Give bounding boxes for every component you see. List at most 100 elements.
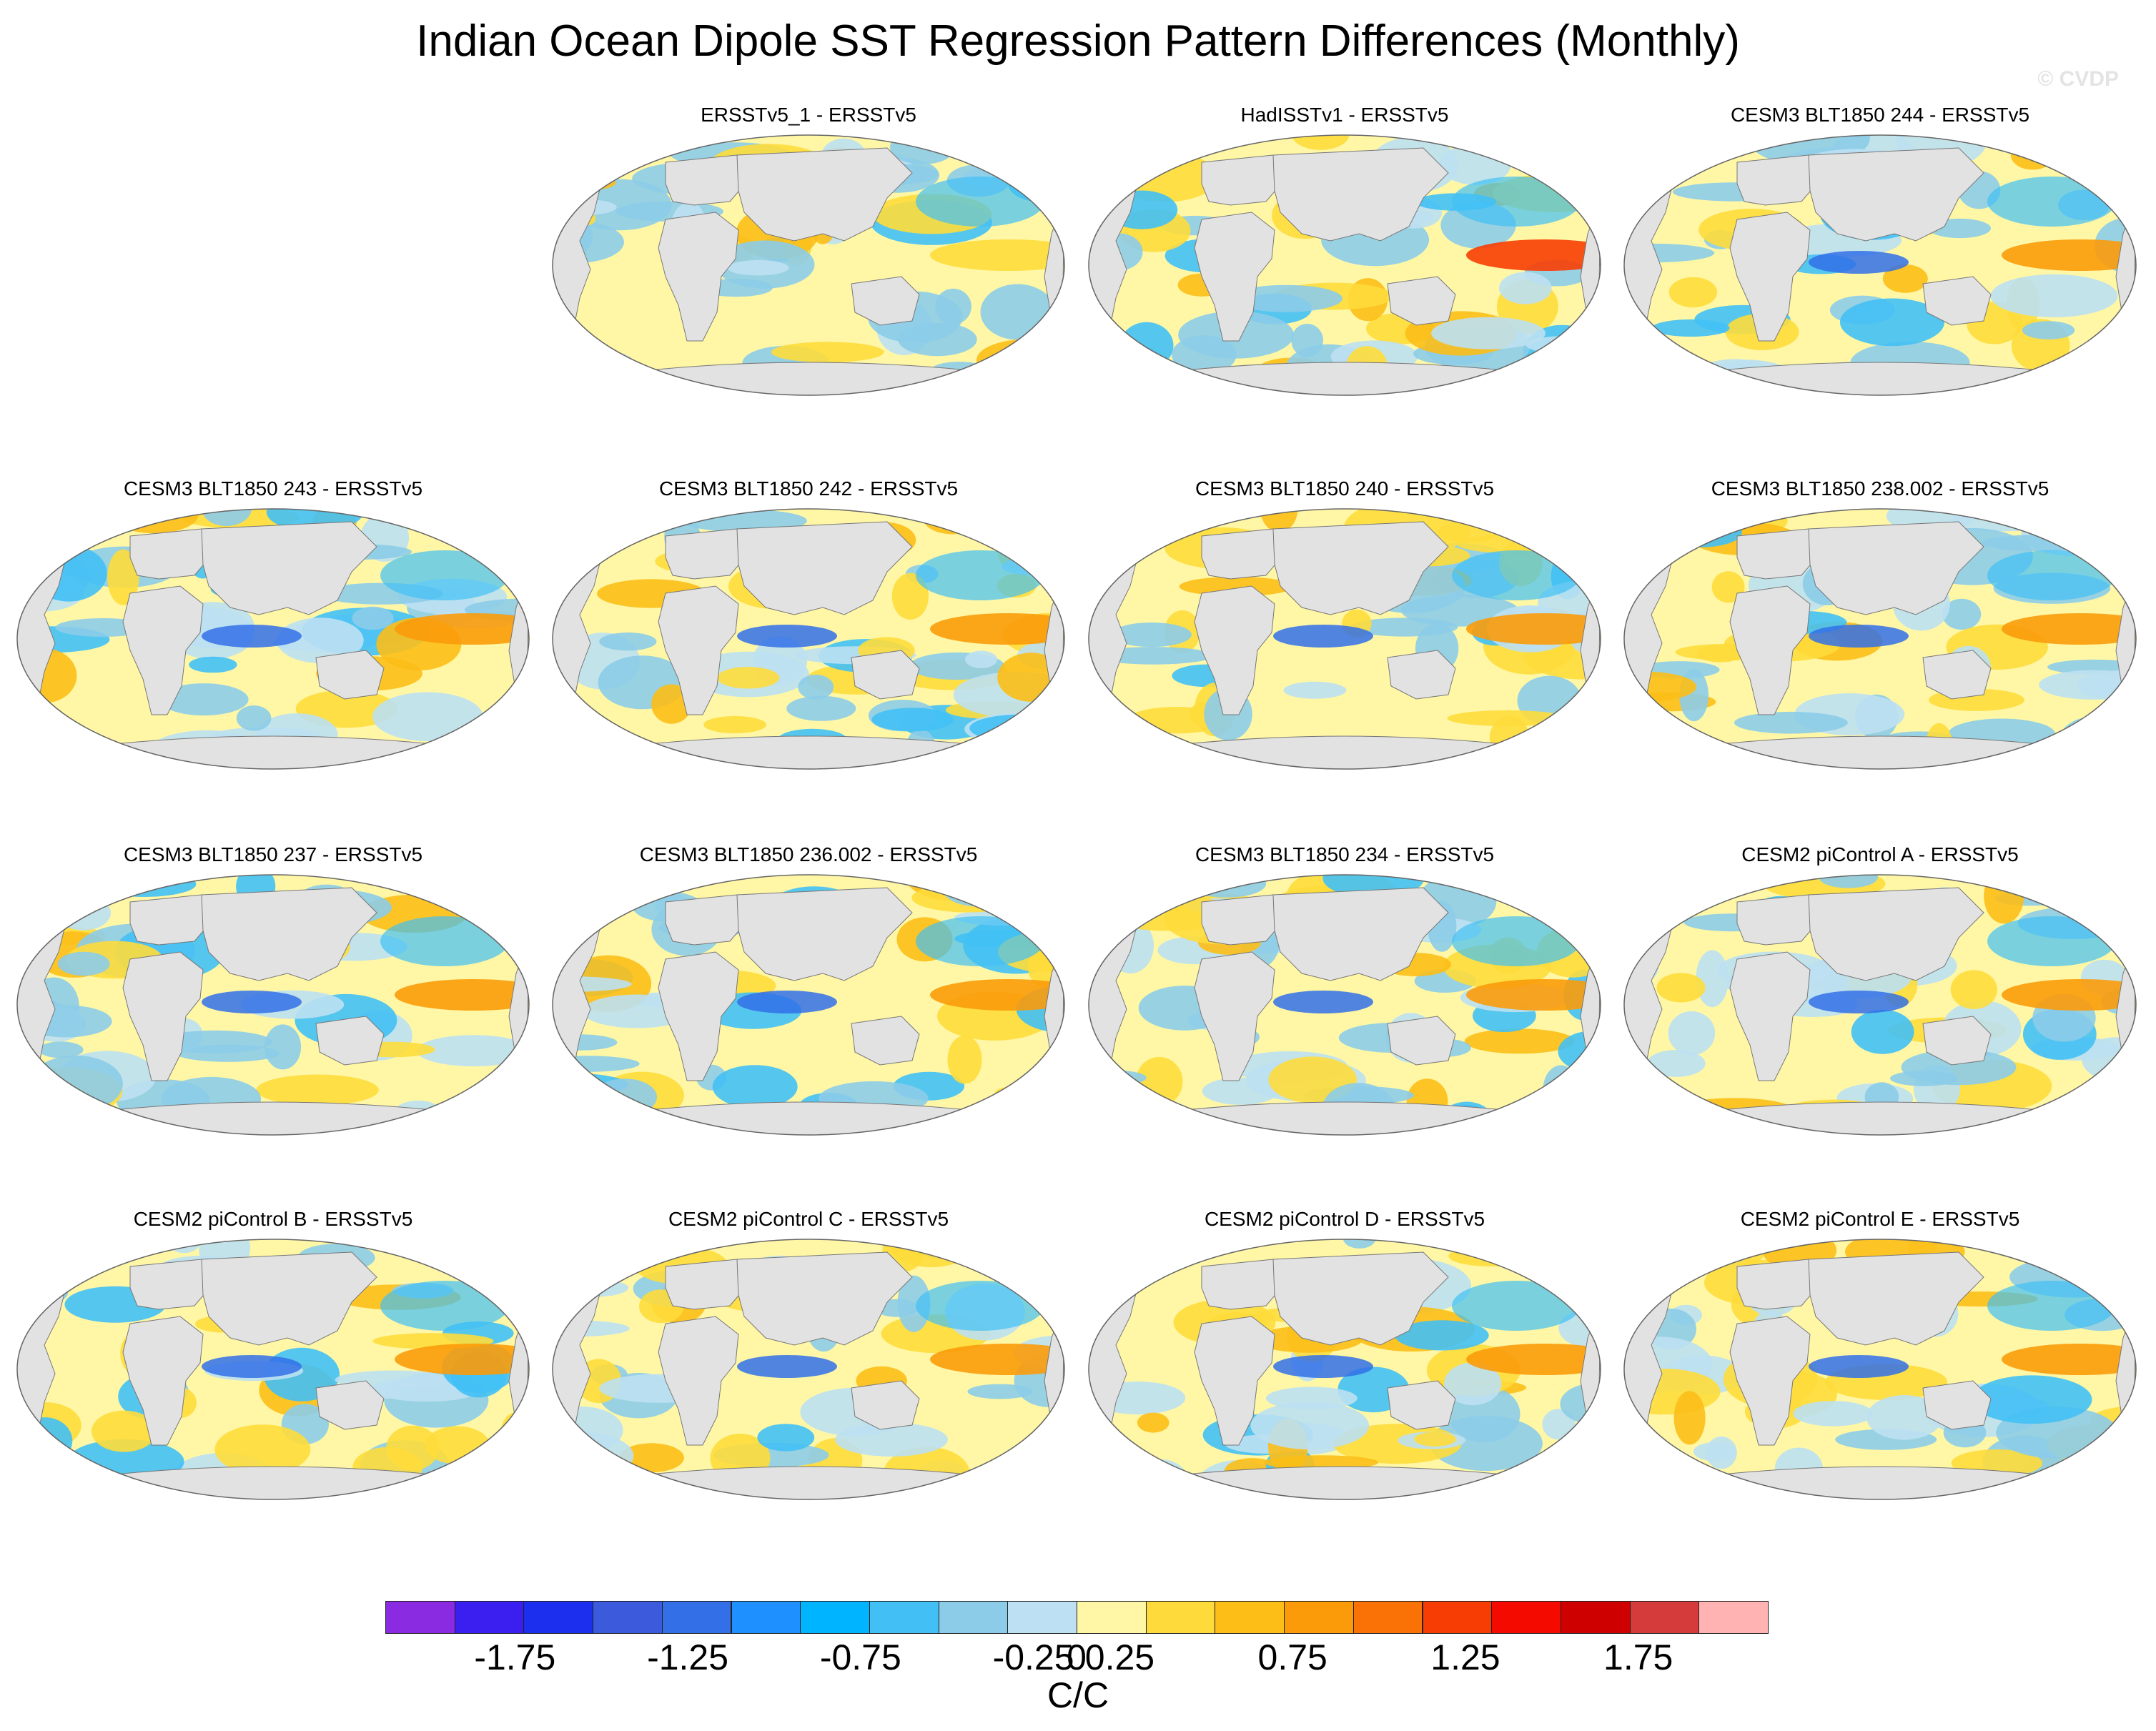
anomaly-patch bbox=[1135, 1056, 1183, 1106]
land-mask bbox=[1194, 1316, 1275, 1446]
north-pacific-anomaly bbox=[1452, 1281, 1581, 1331]
land-mask bbox=[1194, 212, 1275, 342]
map-svg bbox=[552, 1239, 1065, 1500]
anomaly-patch bbox=[76, 509, 138, 530]
map-panel: CESM3 BLT1850 244 - ERSSTv5 bbox=[1618, 104, 2142, 461]
anomaly-patch bbox=[1292, 135, 1350, 150]
anomaly-patch bbox=[1667, 383, 1747, 395]
anomaly-patch bbox=[1499, 272, 1552, 304]
map-svg bbox=[1623, 134, 2137, 396]
panel-title: CESM3 BLT1850 237 - ERSSTv5 bbox=[123, 843, 423, 866]
anomaly-patch bbox=[1260, 509, 1298, 532]
map-panel: ERSSTv5_1 - ERSSTv5 bbox=[547, 104, 1070, 461]
map-border bbox=[552, 874, 1065, 1136]
anomaly-patch bbox=[1942, 598, 1982, 630]
anomaly-patch bbox=[17, 1459, 48, 1499]
north-pacific-anomaly bbox=[380, 550, 509, 600]
anomaly-patch bbox=[1839, 298, 1945, 347]
map-svg bbox=[1623, 1239, 2137, 1500]
colorbar-swatch bbox=[523, 1601, 594, 1634]
anomaly-patch bbox=[599, 633, 657, 651]
anomaly-patch bbox=[1089, 510, 1157, 545]
anomaly-patch bbox=[911, 883, 1025, 913]
anomaly-patch bbox=[1498, 1487, 1541, 1499]
colorbar-swatch bbox=[869, 1601, 939, 1634]
anomaly-patch bbox=[1656, 973, 1706, 1003]
land-mask bbox=[658, 951, 739, 1081]
anomaly-patch bbox=[1145, 135, 1222, 149]
land-mask bbox=[1729, 951, 1811, 1081]
colorbar-tick-label: 0 bbox=[1067, 1637, 1087, 1677]
anomaly-patch bbox=[236, 705, 272, 731]
anomaly-patch bbox=[1089, 1096, 1127, 1134]
anomaly-patch bbox=[1322, 875, 1425, 898]
land-mask bbox=[1922, 276, 1992, 326]
anomaly-patch bbox=[703, 716, 766, 733]
anomaly-patch bbox=[553, 509, 605, 550]
panel-title: CESM2 piControl C - ERSSTv5 bbox=[668, 1208, 949, 1230]
anomaly-patch bbox=[1089, 1279, 1128, 1303]
map-panel: CESM3 BLT1850 238.002 - ERSSTv5 bbox=[1618, 477, 2142, 835]
map-panel: CESM2 piControl E - ERSSTv5 bbox=[1618, 1208, 2142, 1565]
north-pacific-anomaly bbox=[916, 1281, 1044, 1331]
map-panel: CESM3 BLT1850 237 - ERSSTv5 bbox=[11, 843, 535, 1201]
land-mask bbox=[1729, 1316, 1811, 1446]
anomaly-patch bbox=[1230, 284, 1342, 312]
anomaly-patch bbox=[651, 684, 692, 724]
anomaly-patch bbox=[1489, 716, 1530, 759]
anomaly-patch bbox=[786, 695, 856, 721]
anomaly-patch bbox=[1651, 319, 1730, 337]
anomaly-patch bbox=[476, 509, 528, 547]
anomaly-patch bbox=[1573, 322, 1601, 364]
land-mask bbox=[1387, 1016, 1456, 1066]
indian-ocean-anomaly bbox=[202, 1355, 302, 1378]
anomaly-patch bbox=[159, 683, 249, 716]
anomaly-patch bbox=[1542, 1409, 1576, 1440]
land-mask bbox=[315, 1380, 385, 1430]
indian-ocean-anomaly bbox=[737, 625, 837, 648]
anomaly-patch bbox=[17, 1417, 73, 1464]
anomaly-patch bbox=[1395, 1320, 1489, 1351]
map-svg bbox=[1623, 874, 2137, 1136]
anomaly-patch bbox=[264, 1024, 302, 1070]
anomaly-patch bbox=[553, 875, 609, 913]
map-border bbox=[1623, 874, 2137, 1136]
anomaly-patch bbox=[965, 650, 998, 668]
map-border bbox=[1088, 508, 1601, 770]
anomaly-patch bbox=[553, 368, 633, 395]
anomaly-patch bbox=[107, 549, 139, 605]
colorbar-swatch bbox=[661, 1601, 732, 1634]
indian-ocean-anomaly bbox=[1273, 991, 1373, 1013]
anomaly-patch bbox=[727, 259, 789, 276]
anomaly-patch bbox=[1668, 1011, 1716, 1056]
land-mask bbox=[201, 521, 377, 615]
anomaly-patch bbox=[980, 284, 1055, 340]
land-mask bbox=[851, 650, 920, 700]
anomaly-patch bbox=[1793, 1401, 1874, 1427]
anomaly-patch bbox=[1628, 344, 1688, 374]
anomaly-patch bbox=[57, 951, 110, 976]
anomaly-patch bbox=[1971, 1375, 2092, 1424]
anomaly-patch bbox=[556, 174, 616, 191]
indian-ocean-anomaly bbox=[1273, 1355, 1373, 1378]
anomaly-patch bbox=[1030, 1456, 1064, 1499]
anomaly-patch bbox=[1179, 576, 1294, 597]
map-border bbox=[1088, 134, 1601, 396]
anomaly-patch bbox=[1543, 1065, 1579, 1114]
land-mask bbox=[122, 951, 204, 1081]
anomaly-patch bbox=[479, 875, 529, 922]
anomaly-patch bbox=[989, 1241, 1062, 1286]
anomaly-patch bbox=[425, 1426, 490, 1464]
anomaly-patch bbox=[560, 892, 618, 923]
anomaly-patch bbox=[986, 1239, 1064, 1271]
land-mask bbox=[201, 1251, 377, 1346]
map-border bbox=[1623, 1239, 2137, 1500]
anomaly-patch bbox=[372, 692, 483, 742]
anomaly-patch bbox=[1890, 1071, 1958, 1086]
anomaly-patch bbox=[2062, 875, 2130, 919]
colorbar-swatch bbox=[1007, 1601, 1077, 1634]
colorbar-tick-label: 1.25 bbox=[1430, 1637, 1500, 1677]
map-border bbox=[552, 134, 1065, 396]
panel-title: CESM3 BLT1850 238.002 - ERSSTv5 bbox=[1711, 477, 2049, 500]
colorbar-swatch bbox=[731, 1601, 801, 1634]
